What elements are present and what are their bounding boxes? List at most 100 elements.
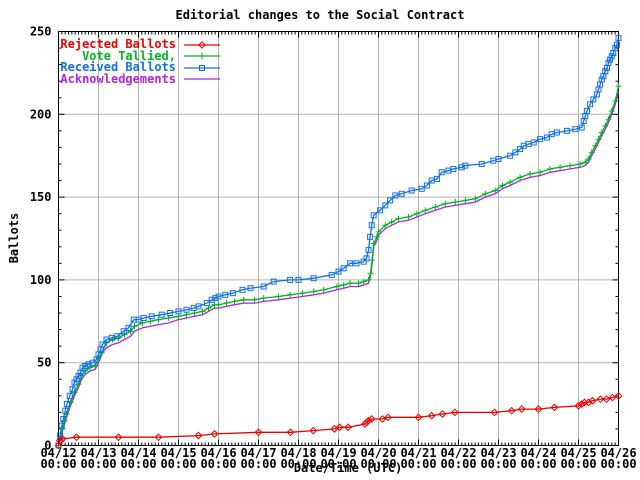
marker-square (423, 182, 430, 189)
marker-diamond (344, 423, 353, 432)
marker-diamond (614, 391, 623, 400)
marker-diamond (577, 400, 586, 409)
marker-diamond (367, 415, 376, 423)
y-tick-label: 100 (30, 273, 52, 287)
marker-diamond (574, 401, 583, 410)
marker-square (433, 175, 440, 182)
x-tick-label-time: 00:00 (480, 457, 516, 471)
legend-sample-diamond-icon (184, 40, 220, 49)
x-tick-label-time: 00:00 (600, 457, 636, 471)
x-tick-label-time: 00:00 (120, 457, 156, 471)
marker-square (365, 247, 372, 254)
x-tick-label-date: 04/23 (480, 446, 516, 460)
x-tick-label-date: 04/17 (240, 446, 276, 460)
marker-diamond (114, 433, 123, 442)
marker-diamond (427, 411, 436, 420)
x-tick-label-time: 00:00 (560, 457, 596, 471)
marker-diamond (550, 403, 559, 412)
marker-diamond (584, 398, 593, 407)
marker-diamond (414, 413, 423, 422)
marker-square (215, 293, 222, 300)
marker-diamond (364, 416, 373, 425)
chart-title: Editorial changes to the Social Contract (175, 8, 465, 22)
marker-diamond (210, 430, 219, 438)
legend-sample-square-icon (184, 64, 220, 71)
marker-square (125, 324, 132, 331)
marker-square (175, 308, 182, 315)
marker-square (602, 68, 609, 75)
marker-square (353, 260, 360, 267)
legend-item-vote-tallied: Vote Tallied, (60, 48, 221, 63)
marker-square (590, 96, 597, 103)
legend-item-received-ballots: Received Ballots (60, 60, 221, 75)
x-tick-label-date: 04/15 (160, 446, 196, 460)
legend-item-rejected-ballots: Rejected Ballots (60, 37, 221, 52)
marker-square (114, 333, 121, 340)
marker-square (310, 275, 317, 282)
x-tick-label-date: 04/13 (80, 446, 116, 460)
marker-square (367, 233, 374, 240)
legend-label: Rejected Ballots (60, 37, 176, 52)
marker-square (387, 197, 394, 204)
x-tick-label-time: 00:00 (520, 457, 556, 471)
legend-label: Received Ballots (60, 60, 176, 75)
marker-square (578, 124, 585, 131)
marker-square (478, 160, 485, 167)
marker-square (247, 285, 254, 292)
marker-square (195, 303, 202, 310)
marker-square (495, 156, 502, 163)
x-tick-label-date: 04/14 (120, 446, 156, 460)
marker-diamond (335, 423, 344, 432)
legend-label: Vote Tallied, (82, 48, 176, 63)
marker-square (408, 187, 415, 194)
marker-square (148, 313, 155, 320)
x-tick-label-date: 04/12 (40, 446, 76, 460)
y-axis-label: Ballots (7, 212, 21, 264)
marker-square (612, 45, 619, 52)
x-tick-label-time: 00:00 (280, 457, 316, 471)
marker-square (370, 212, 377, 219)
marker-square (229, 290, 236, 297)
marker-square (58, 422, 65, 429)
marker-diamond (384, 413, 393, 422)
x-tick-label-date: 04/26 (600, 446, 636, 460)
marker-square (60, 416, 67, 423)
x-tick-label-time: 00:00 (40, 457, 76, 471)
marker-square (63, 401, 70, 408)
marker-square (382, 202, 389, 209)
y-tick-label: 250 (30, 25, 52, 39)
marker-square (363, 255, 370, 262)
marker-square (462, 162, 469, 169)
marker-diamond (55, 436, 64, 445)
legend-sample-none-icon (184, 78, 220, 80)
marker-diamond (254, 428, 263, 437)
x-tick-label-date: 04/25 (560, 446, 596, 460)
marker-square (613, 41, 620, 48)
marker-square (66, 392, 73, 399)
series-line-received-ballots (57, 37, 620, 446)
marker-square (563, 127, 570, 134)
marker-square (69, 386, 76, 393)
marker-square (167, 310, 174, 317)
marker-square (587, 101, 594, 108)
marker-diamond (58, 434, 67, 443)
y-tick-label: 150 (30, 190, 52, 204)
x-tick-label-date: 04/21 (400, 446, 436, 460)
x-tick-label-time: 00:00 (80, 457, 116, 471)
x-tick-label-time: 00:00 (360, 457, 396, 471)
marker-square (530, 139, 537, 146)
marker-square (418, 185, 425, 192)
marker-square (260, 283, 267, 290)
marker-diamond (154, 433, 163, 442)
x-tick-label-time: 00:00 (320, 457, 356, 471)
marker-square (108, 334, 115, 341)
marker-square (203, 300, 210, 307)
marker-diamond (286, 428, 295, 437)
marker-square (140, 314, 147, 321)
legend: Rejected Ballots Vote Tallied, Received Ba… (60, 37, 221, 85)
marker-square (89, 359, 96, 366)
x-tick-label-date: 04/18 (280, 446, 316, 460)
x-axis-label: Date/Time (UTC) (293, 461, 403, 475)
